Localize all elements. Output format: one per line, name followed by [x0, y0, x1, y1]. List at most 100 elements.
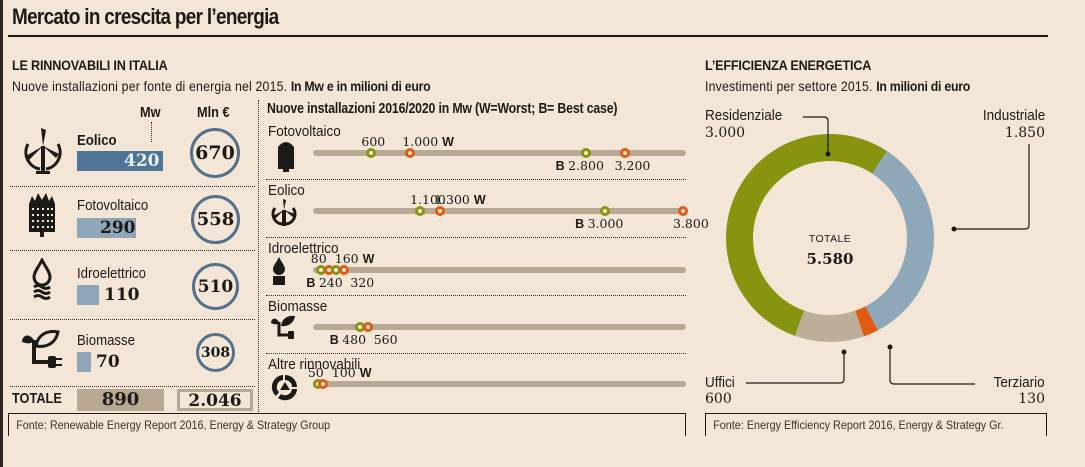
efficiency-subtitle-plain: Investimenti per settore 2015.	[705, 78, 873, 94]
worst-low-label: 600	[361, 134, 386, 149]
mw-leader	[151, 122, 152, 142]
best-high-label: 3.200	[614, 158, 651, 173]
value-residenziale: 3.000	[705, 125, 746, 141]
label-industriale: Industriale	[982, 107, 1045, 124]
row-divider	[10, 250, 255, 251]
projection-row-divider	[266, 353, 686, 354]
label-residenziale: Residenziale	[705, 107, 783, 124]
best-high-label: 560	[373, 332, 398, 347]
worst-high-label: 160 W	[335, 251, 375, 266]
projection-source-name: Fotovoltaico	[268, 123, 341, 140]
source-name: Fotovoltaico	[77, 197, 149, 214]
projection-row-divider	[266, 295, 686, 296]
row-divider	[10, 386, 255, 387]
efficiency-source-text: Fonte: Energy Efficiency Report 2016, En…	[713, 418, 1004, 432]
projection-point	[619, 148, 630, 158]
wind-turbine-icon	[270, 198, 298, 233]
best-marker: B	[555, 159, 569, 173]
slice-industriale	[865, 151, 934, 331]
best-low-value: 3.000	[587, 216, 624, 231]
worst-marker: W	[442, 135, 454, 149]
source-name: Eolico	[77, 132, 117, 149]
worst-low-label: 50	[307, 365, 324, 380]
projection-row-divider	[266, 179, 686, 180]
renewables-section-title: LE RINNOVABILI IN ITALIA	[12, 57, 168, 73]
solar-panel-icon	[276, 139, 296, 178]
col-eur-header: Mln €	[197, 104, 230, 121]
water-drop-icon	[270, 256, 288, 291]
mw-bar	[77, 151, 163, 171]
best-low-label: B 240	[306, 275, 342, 290]
left-border	[0, 0, 3, 467]
worst-high-label: 1.000 W	[402, 134, 454, 149]
recycle-icon	[270, 372, 300, 407]
row-divider	[10, 319, 255, 320]
projection-point	[678, 206, 688, 216]
worst-high-label: 100 W	[332, 365, 372, 380]
source-name: Idroelettrico	[77, 265, 146, 282]
projection-point	[366, 148, 377, 158]
projection-point	[415, 206, 426, 216]
efficiency-subtitle-bold: In milioni di euro	[876, 78, 971, 94]
efficiency-donut	[726, 116, 1030, 385]
efficiency-subtitle: Investimenti per settore 2015. In milion…	[705, 78, 970, 94]
projection-point	[405, 148, 416, 158]
best-high-label: 320	[350, 275, 375, 290]
best-low-value: 480	[342, 332, 367, 347]
projection-track	[313, 208, 686, 214]
donut-total-label: TOTALE	[808, 233, 852, 245]
projection-source-name: Altre rinnovabili	[268, 356, 361, 373]
efficiency-section-title: L’EFFICIENZA ENERGETICA	[705, 57, 872, 73]
page-title: Mercato in crescita per l’energia	[12, 4, 279, 29]
worst-marker: W	[473, 193, 486, 207]
row-divider	[10, 186, 255, 187]
renewables-subtitle-bold: In Mw e in milioni di euro	[290, 78, 431, 94]
total-eur: 2.046	[177, 389, 253, 411]
renewables-subtitle-plain: Nuove installazioni per fonte di energia…	[12, 78, 288, 94]
slice-residenziale	[726, 134, 887, 336]
worst-high-value: 100	[331, 365, 360, 380]
worst-high-value: 1.300	[434, 192, 474, 207]
plant-plug-icon	[270, 314, 300, 345]
best-marker: B	[329, 333, 343, 347]
value-uffici: 600	[705, 391, 732, 407]
worst-marker: W	[359, 366, 372, 380]
eur-ring: 510	[192, 263, 239, 310]
projection-point	[434, 206, 445, 216]
slice-terziario	[855, 306, 878, 337]
best-low-value: 2.800	[568, 158, 604, 173]
mw-bar	[77, 352, 91, 372]
mw-value: 290	[100, 218, 136, 238]
projection-point	[362, 322, 373, 332]
projection-point	[580, 148, 591, 158]
title-rule	[8, 35, 1048, 37]
worst-marker: W	[362, 252, 375, 266]
col-mw-header: Mw	[140, 104, 161, 121]
projection-point	[317, 379, 328, 389]
projection-track	[313, 324, 686, 330]
label-terziario: Terziario	[993, 374, 1045, 391]
source-name: Biomasse	[77, 332, 135, 349]
mw-bar	[77, 218, 136, 238]
donut-total-value: 5.580	[806, 250, 854, 268]
value-industriale: 1.850	[1004, 125, 1045, 141]
projection-track	[313, 267, 686, 273]
worst-low-label: 1.100	[410, 192, 446, 207]
total-label: TOTALE	[12, 390, 62, 407]
efficiency-source: Fonte: Energy Efficiency Report 2016, En…	[705, 413, 1047, 436]
eur-ring: 558	[191, 195, 240, 244]
value-terziario: 130	[1018, 391, 1045, 407]
renewables-subtitle: Nuove installazioni per fonte di energia…	[12, 78, 431, 94]
best-high-label: 3.800	[673, 216, 709, 231]
best-low-label: B 3.000	[575, 216, 623, 231]
water-drop-icon	[32, 258, 52, 300]
projection-point	[339, 265, 350, 275]
leader-residenziale	[803, 116, 829, 154]
best-low-label: B 480	[330, 332, 366, 347]
projection-track	[313, 381, 686, 387]
projection-track	[313, 150, 686, 156]
projection-source-name: Biomasse	[268, 298, 328, 315]
mw-value: 70	[96, 352, 120, 372]
best-low-label: B 2.800	[556, 158, 604, 173]
best-marker: B	[306, 276, 319, 290]
